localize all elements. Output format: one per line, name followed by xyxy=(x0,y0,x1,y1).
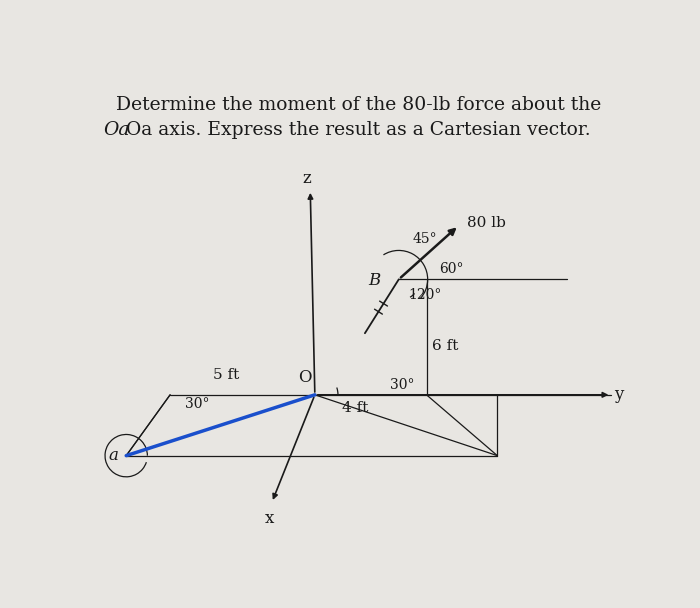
Text: 45°: 45° xyxy=(413,232,438,246)
Text: 5 ft: 5 ft xyxy=(214,368,239,382)
Text: Oa axis. Express the result as a Cartesian vector.: Oa axis. Express the result as a Cartesi… xyxy=(127,121,591,139)
Text: y: y xyxy=(615,386,624,403)
Text: Oa: Oa xyxy=(103,121,130,139)
Text: 120°: 120° xyxy=(409,288,442,302)
Text: Determine the moment of the 80-lb force about the: Determine the moment of the 80-lb force … xyxy=(116,96,601,114)
Text: 30°: 30° xyxy=(185,397,209,411)
Text: 30°: 30° xyxy=(390,378,414,392)
Text: 60°: 60° xyxy=(440,262,464,276)
Text: B: B xyxy=(368,272,380,289)
Text: 6 ft: 6 ft xyxy=(432,339,458,353)
Text: z: z xyxy=(303,170,312,187)
Text: O: O xyxy=(298,368,312,385)
Text: a: a xyxy=(108,447,118,464)
Text: 4 ft: 4 ft xyxy=(342,401,368,415)
Text: 80 lb: 80 lb xyxy=(467,216,505,230)
Text: x: x xyxy=(265,510,274,527)
